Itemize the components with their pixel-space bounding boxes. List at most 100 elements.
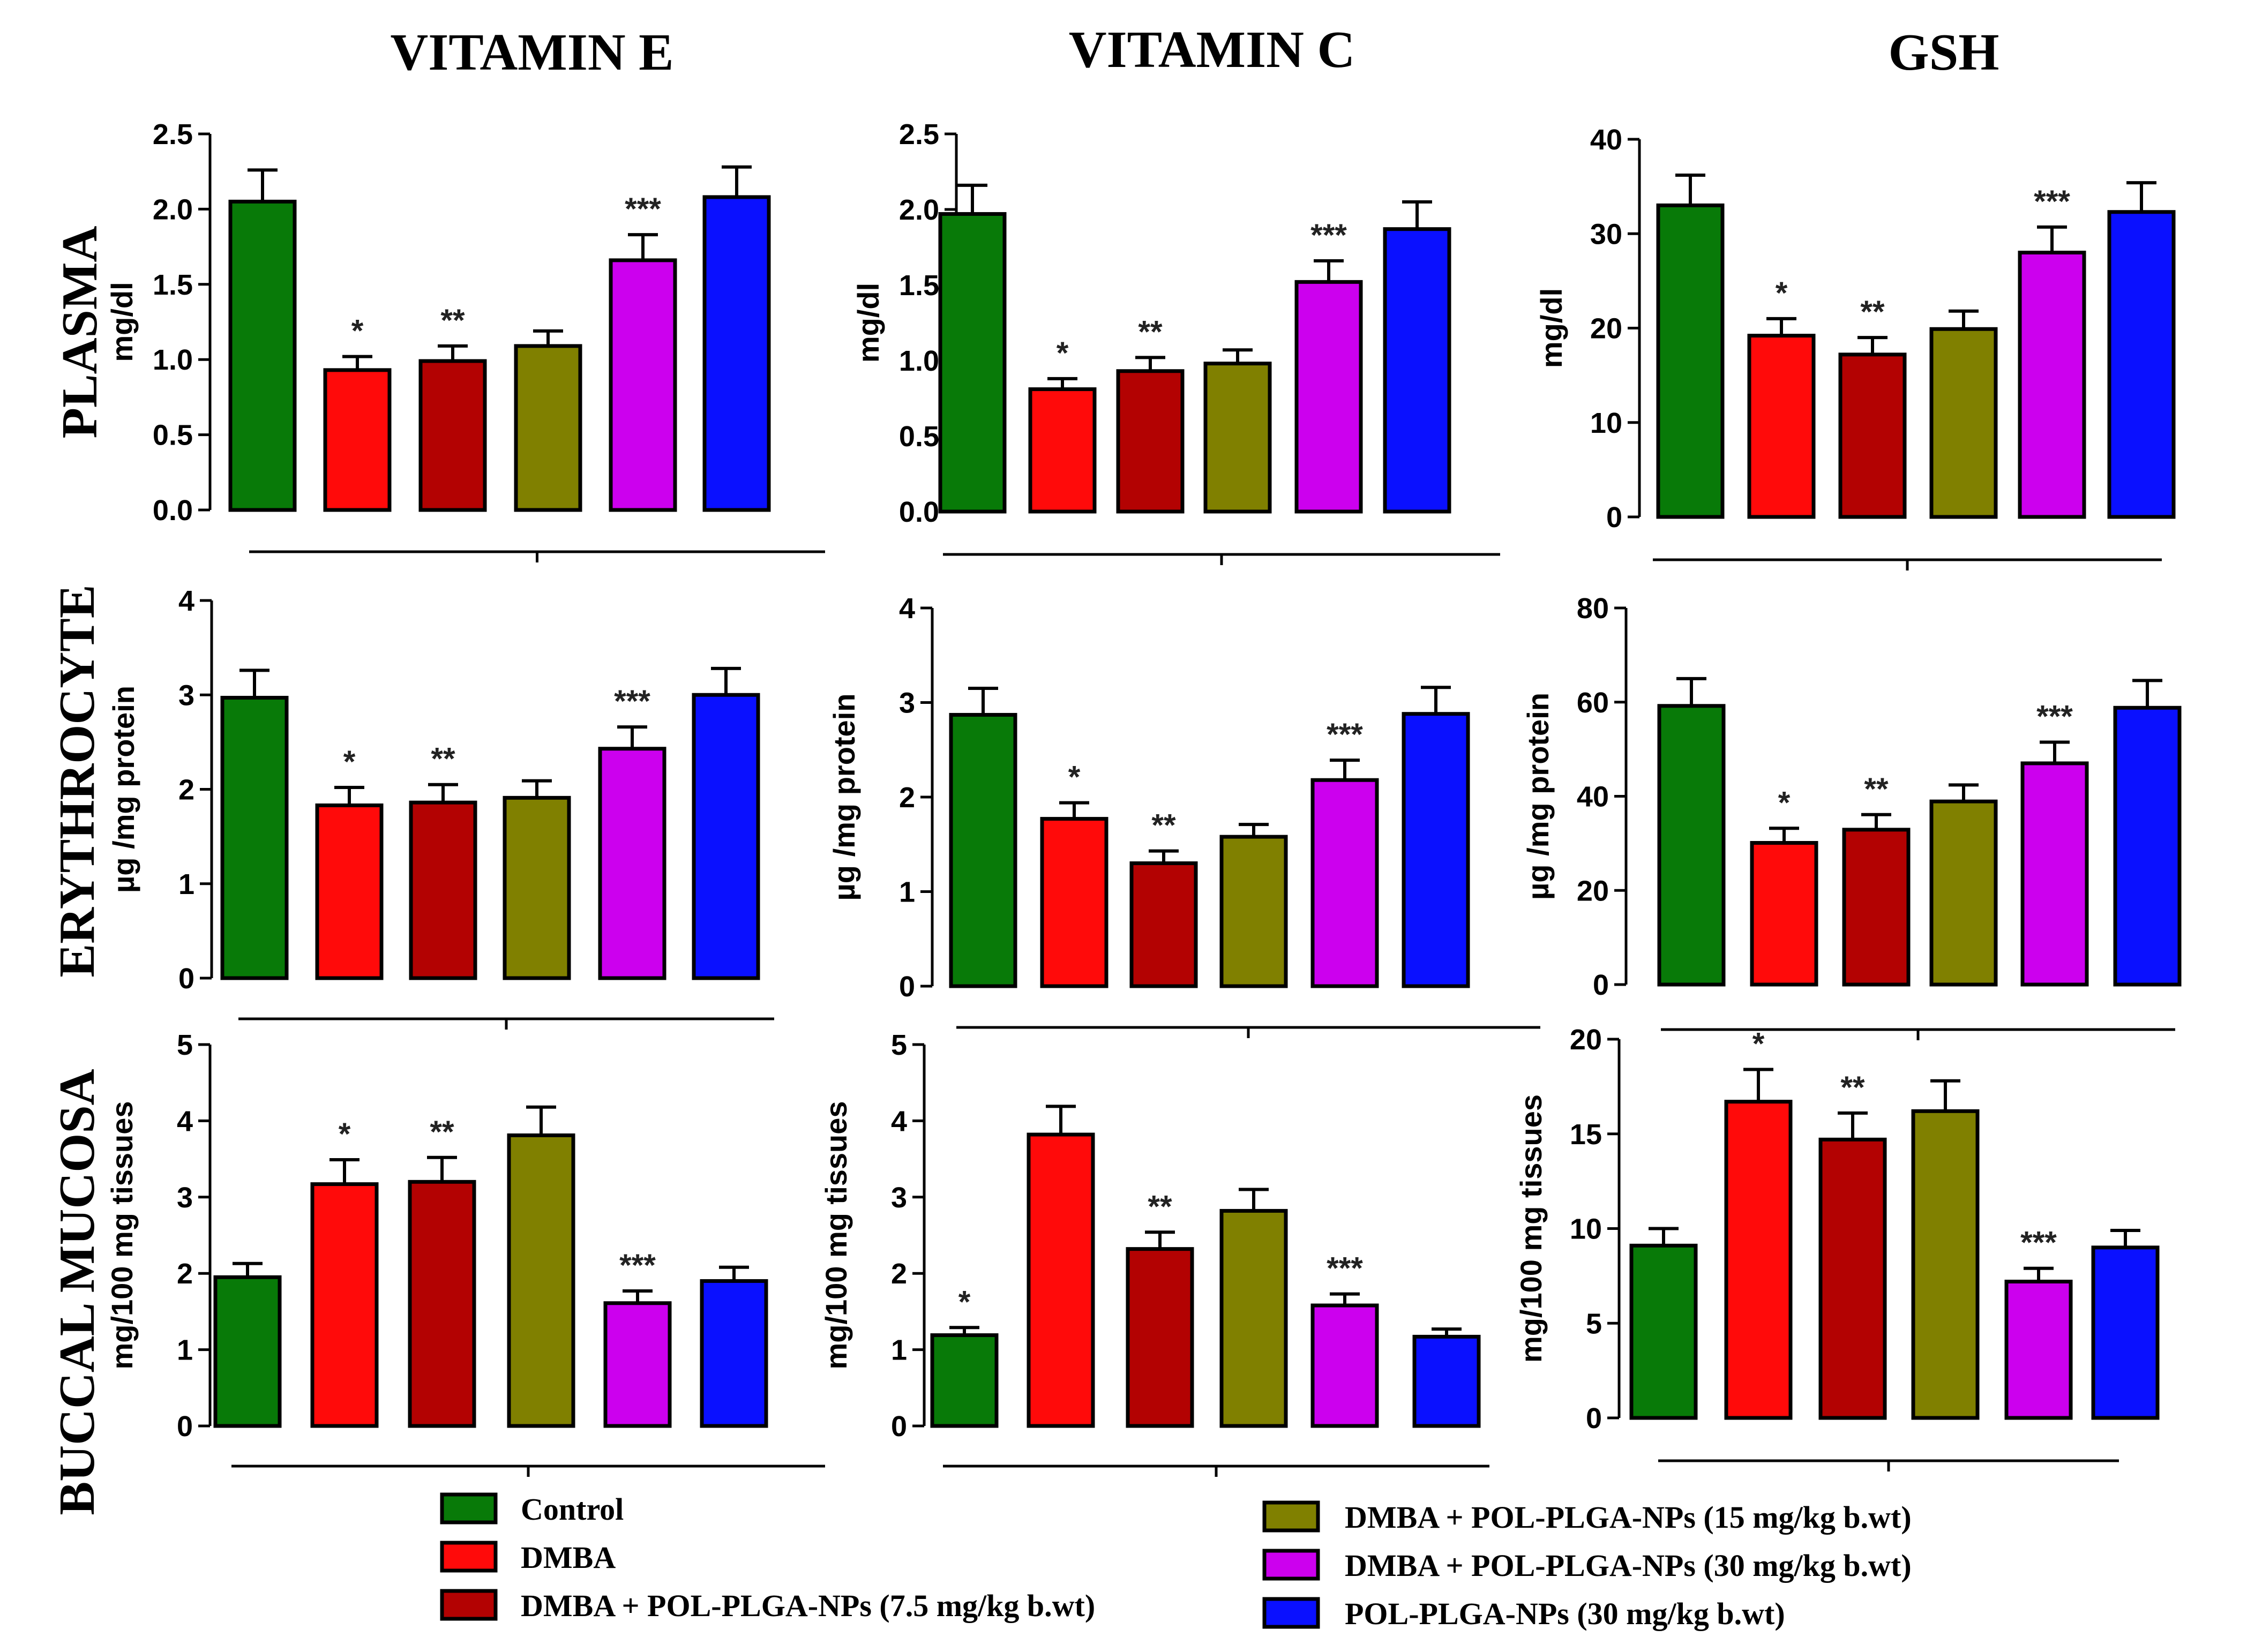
significance-marker: *	[1776, 276, 1788, 311]
y-tick-label: 40	[1590, 124, 1622, 156]
bar-control	[213, 1275, 282, 1428]
bar-dmba-pol-plga-nps-30-mg-kg-b-wt-	[2020, 761, 2089, 987]
bar-dmba	[1028, 387, 1097, 514]
bar-dmba-pol-plga-nps-30-mg-kg-b-wt-	[609, 258, 677, 512]
y-axis-label: mg/100 mg tissues	[105, 1101, 139, 1369]
significance-marker: ***	[625, 192, 661, 227]
y-tick-label: 20	[1570, 1024, 1602, 1056]
significance-marker: **	[1860, 295, 1885, 329]
bar-dmba-pol-plga-nps-15-mg-kg-b-wt-	[1929, 327, 1998, 519]
y-tick-label: 10	[1570, 1213, 1602, 1245]
bar-control	[1629, 1243, 1698, 1420]
y-tick-label: 0	[891, 1410, 907, 1443]
panels: 0.00.51.01.52.02.5mg/dl * *****0.00.51.01.…	[105, 118, 2182, 1477]
significance-marker: ***	[2036, 699, 2073, 734]
bar-dmba	[1724, 1100, 1793, 1420]
bar-dmba	[323, 368, 392, 512]
y-tick-label: 60	[1577, 687, 1609, 719]
y-tick-label: 2.5	[899, 118, 939, 151]
bar-pol-plga-nps-30-mg-kg-b-wt-	[1412, 1334, 1481, 1428]
bar-dmba	[1750, 840, 1818, 987]
column-title-vitamin-e: VITAMIN E	[390, 24, 673, 81]
bar-pol-plga-nps-30-mg-kg-b-wt-	[2107, 210, 2176, 519]
y-tick-label: 3	[891, 1182, 907, 1214]
significance-marker: *	[1778, 785, 1791, 820]
bar-dmba	[315, 803, 384, 980]
bar-dmba-pol-plga-nps-7-5-mg-kg-b-wt-	[1838, 352, 1907, 519]
legend-swatch	[440, 1541, 498, 1573]
bar-dmba	[1040, 817, 1108, 988]
bar-dmba-pol-plga-nps-30-mg-kg-b-wt-	[2004, 1279, 2073, 1420]
y-tick-label: 3	[178, 679, 194, 711]
bar-dmba-pol-plga-nps-30-mg-kg-b-wt-	[1310, 778, 1379, 988]
y-tick-label: 0	[899, 971, 915, 1003]
legend-swatch	[440, 1589, 498, 1621]
y-tick-label: 0	[177, 1410, 193, 1443]
bar-dmba	[1747, 334, 1816, 519]
legend-swatch	[440, 1492, 498, 1525]
y-axis-label: µg /mg protein	[107, 686, 140, 893]
bar-control	[220, 696, 289, 980]
bar-dmba-pol-plga-nps-15-mg-kg-b-wt-	[1203, 362, 1272, 514]
bar-control	[1657, 704, 1726, 987]
y-tick-label: 0.5	[899, 420, 939, 453]
bar-control	[949, 712, 1017, 988]
legend-item-pol-plga-nps-30-mg-kg-b-wt-: POL-PLGA-NPs (30 mg/kg b.wt)	[1262, 1596, 1785, 1631]
bar-pol-plga-nps-30-mg-kg-b-wt-	[692, 693, 760, 980]
significance-marker: **	[431, 742, 455, 777]
legend-item-dmba-pol-plga-nps-15-mg-kg-b-wt-: DMBA + POL-PLGA-NPs (15 mg/kg b.wt)	[1262, 1500, 1912, 1535]
significance-marker: **	[1151, 808, 1176, 843]
significance-marker: ***	[1310, 218, 1347, 253]
y-tick-label: 1.5	[899, 269, 939, 302]
significance-marker: *	[1057, 336, 1069, 371]
legend-label: POL-PLGA-NPs (30 mg/kg b.wt)	[1345, 1596, 1785, 1631]
legend-label: DMBA + POL-PLGA-NPs (15 mg/kg b.wt)	[1345, 1500, 1912, 1535]
bar-control	[938, 212, 1007, 514]
bar-dmba-pol-plga-nps-30-mg-kg-b-wt-	[2018, 251, 2086, 519]
legend-label: Control	[521, 1492, 624, 1527]
bar-dmba-pol-plga-nps-30-mg-kg-b-wt-	[1310, 1303, 1379, 1428]
y-tick-label: 0.5	[153, 419, 193, 452]
y-tick-label: 20	[1590, 313, 1622, 345]
legend-item-control: Control	[440, 1492, 624, 1527]
significance-marker: *	[351, 314, 364, 349]
legend-label: DMBA	[521, 1540, 616, 1575]
y-tick-label: 2	[891, 1258, 907, 1290]
y-tick-label: 0	[1606, 501, 1622, 534]
column-title-gsh: GSH	[1889, 24, 1999, 81]
y-tick-label: 4	[177, 1105, 193, 1137]
significance-marker: **	[1840, 1070, 1865, 1105]
row-title-plasma: PLASMA	[52, 226, 108, 438]
y-tick-label: 30	[1590, 218, 1622, 250]
y-tick-label: 2	[177, 1258, 193, 1290]
significance-marker: **	[1864, 772, 1889, 807]
column-title-vitamin-c: VITAMIN C	[1069, 21, 1355, 79]
significance-marker: *	[343, 745, 356, 779]
bar-control	[1656, 203, 1725, 519]
bar-pol-plga-nps-30-mg-kg-b-wt-	[2113, 705, 2182, 987]
y-axis-label: mg/100 mg tissues	[819, 1101, 853, 1369]
y-tick-label: 20	[1577, 875, 1609, 907]
bar-dmba-pol-plga-nps-15-mg-kg-b-wt-	[507, 1133, 575, 1428]
y-axis-label: mg/dl	[851, 283, 885, 363]
bar-dmba	[1027, 1132, 1095, 1428]
bar-pol-plga-nps-30-mg-kg-b-wt-	[1383, 227, 1451, 514]
y-tick-label: 3	[177, 1182, 193, 1214]
y-tick-label: 0	[1586, 1402, 1602, 1435]
y-tick-label: 1	[899, 876, 915, 908]
legend-item-dmba-pol-plga-nps-7-5-mg-kg-b-wt-: DMBA + POL-PLGA-NPs (7.5 mg/kg b.wt)	[440, 1588, 1095, 1623]
y-axis-label: µg /mg protein	[1521, 693, 1555, 900]
significance-marker: ***	[1327, 717, 1363, 752]
y-tick-label: 0	[178, 963, 194, 995]
bar-control	[930, 1333, 999, 1428]
bar-dmba-pol-plga-nps-15-mg-kg-b-wt-	[514, 344, 582, 512]
bar-dmba-pol-plga-nps-15-mg-kg-b-wt-	[503, 795, 571, 980]
bar-pol-plga-nps-30-mg-kg-b-wt-	[700, 1279, 768, 1428]
legend-item-dmba-pol-plga-nps-30-mg-kg-b-wt-: DMBA + POL-PLGA-NPs (30 mg/kg b.wt)	[1262, 1548, 1912, 1583]
significance-marker: **	[430, 1115, 454, 1150]
bar-dmba-pol-plga-nps-7-5-mg-kg-b-wt-	[1129, 861, 1198, 988]
y-tick-label: 2.5	[153, 118, 193, 151]
